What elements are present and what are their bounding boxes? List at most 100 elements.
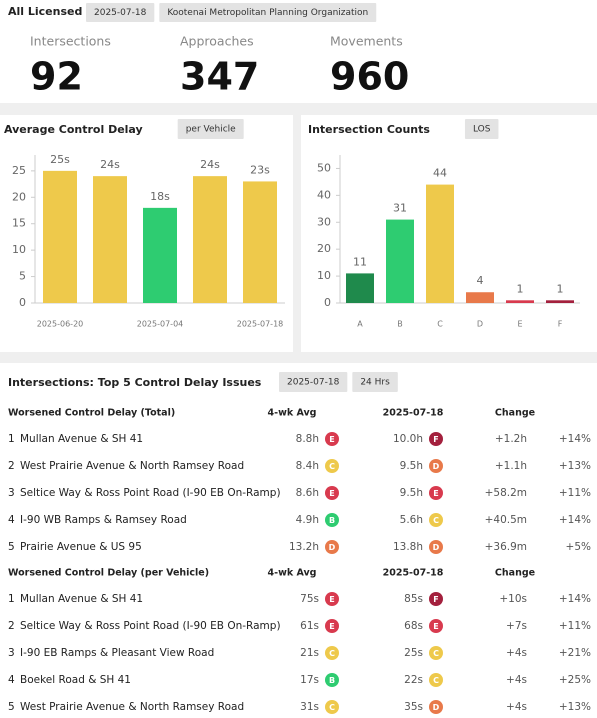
badge — [279, 372, 348, 392]
y-tick-label: 30 — [317, 215, 331, 228]
scope-title: All Licensed — [8, 5, 82, 18]
y-tick-label: 5 — [19, 270, 26, 283]
avg-grade: E — [329, 622, 334, 631]
bar — [466, 292, 494, 303]
current-grade: F — [433, 435, 438, 444]
grade-badge — [429, 540, 443, 554]
bar — [506, 300, 534, 303]
value-label: 1 — [557, 282, 564, 295]
value-label: 25s — [50, 153, 70, 166]
badge — [352, 372, 398, 392]
column-header: Change — [495, 408, 535, 419]
x-tick-label: 2025-07-04 — [137, 320, 184, 329]
grade-badge — [429, 646, 443, 660]
change-pct: +14% — [559, 433, 591, 445]
grade-badge — [325, 673, 339, 687]
current-grade: F — [433, 595, 438, 604]
current-grade: E — [433, 489, 438, 498]
bar — [346, 273, 374, 303]
x-tick-label: E — [517, 320, 522, 329]
rank: 5 — [8, 541, 15, 553]
avg-grade: C — [329, 462, 335, 471]
badge-text: 2025-07-18 — [94, 8, 147, 18]
grade-badge — [325, 619, 339, 633]
current-delay: 5.6h — [400, 514, 423, 526]
avg-delay: 17s — [300, 674, 319, 686]
avg-delay: 31s — [300, 701, 319, 713]
column-header: 4-wk Avg — [268, 568, 317, 579]
avg-delay: 21s — [300, 647, 319, 659]
value-label: 31 — [393, 202, 407, 215]
avg-grade: B — [329, 516, 335, 525]
grade-badge — [325, 646, 339, 660]
avg-grade: B — [329, 676, 335, 685]
current-delay: 25s — [404, 647, 423, 659]
table-title: Intersections: Top 5 Control Delay Issue… — [8, 376, 262, 389]
value-label: 18s — [150, 190, 170, 203]
badge-text: per Vehicle — [186, 125, 236, 135]
y-tick-label: 50 — [317, 161, 331, 174]
kpi-label: Intersections — [30, 34, 111, 49]
change: +36.9m — [485, 541, 527, 553]
change-pct: +11% — [559, 487, 591, 499]
current-grade: D — [433, 543, 440, 552]
intersection-name: Seltice Way & Ross Point Road (I-90 EB O… — [20, 620, 281, 632]
rank: 1 — [8, 593, 15, 605]
current-grade: D — [433, 462, 440, 471]
change: +1.1h — [495, 460, 527, 472]
bar — [143, 207, 177, 303]
intersection-name: Mullan Avenue & SH 41 — [20, 433, 143, 445]
change: +10s — [499, 593, 527, 605]
avg-grade: E — [329, 435, 334, 444]
value-label: 23s — [250, 163, 270, 176]
rank: 2 — [8, 620, 15, 632]
current-delay: 9.5h — [400, 460, 423, 472]
avg-grade: D — [329, 543, 336, 552]
column-header: Worsened Control Delay (per Vehicle) — [8, 568, 209, 579]
badge-text: LOS — [473, 125, 491, 135]
kpi-label: Approaches — [180, 34, 254, 49]
avg-grade: E — [329, 489, 334, 498]
bar — [386, 219, 414, 303]
badge — [177, 119, 244, 139]
x-tick-label: 2025-07-18 — [237, 320, 284, 329]
change-pct: +21% — [559, 647, 591, 659]
intersection-name: West Prairie Avenue & North Ramsey Road — [20, 701, 244, 713]
x-tick-label: C — [437, 320, 443, 329]
avg-delay: 8.6h — [296, 487, 319, 499]
kpi-label: Movements — [330, 34, 403, 49]
avg-delay: 8.4h — [296, 460, 319, 472]
value-label: 11 — [353, 255, 367, 268]
intersection-name: Boekel Road & SH 41 — [20, 674, 131, 686]
value-label: 24s — [100, 158, 120, 171]
y-tick-label: 20 — [317, 242, 331, 255]
change-pct: +14% — [559, 593, 591, 605]
y-tick-label: 10 — [317, 269, 331, 282]
y-tick-label: 0 — [19, 296, 26, 309]
avg-delay: 75s — [300, 593, 319, 605]
bar — [43, 170, 77, 303]
rank: 1 — [8, 433, 15, 445]
badge — [464, 119, 499, 139]
bar — [546, 300, 574, 303]
rank: 5 — [8, 701, 15, 713]
y-tick-label: 20 — [12, 190, 26, 203]
change-pct: +25% — [559, 674, 591, 686]
change: +40.5m — [485, 514, 527, 526]
current-grade: C — [433, 516, 439, 525]
change-pct: +13% — [559, 460, 591, 472]
current-grade: E — [433, 622, 438, 631]
current-delay: 9.5h — [400, 487, 423, 499]
y-tick-label: 0 — [324, 296, 331, 309]
x-tick-label: F — [558, 320, 563, 329]
chart-title: Intersection Counts — [308, 123, 430, 136]
intersection-name: Mullan Avenue & SH 41 — [20, 593, 143, 605]
rank: 2 — [8, 460, 15, 472]
grade-badge — [325, 432, 339, 446]
avg-delay: 13.2h — [289, 541, 319, 553]
table-card — [0, 363, 597, 718]
current-delay: 22s — [404, 674, 423, 686]
column-header: 4-wk Avg — [268, 408, 317, 419]
column-header: 2025-07-18 — [383, 568, 444, 579]
badge — [159, 3, 377, 22]
